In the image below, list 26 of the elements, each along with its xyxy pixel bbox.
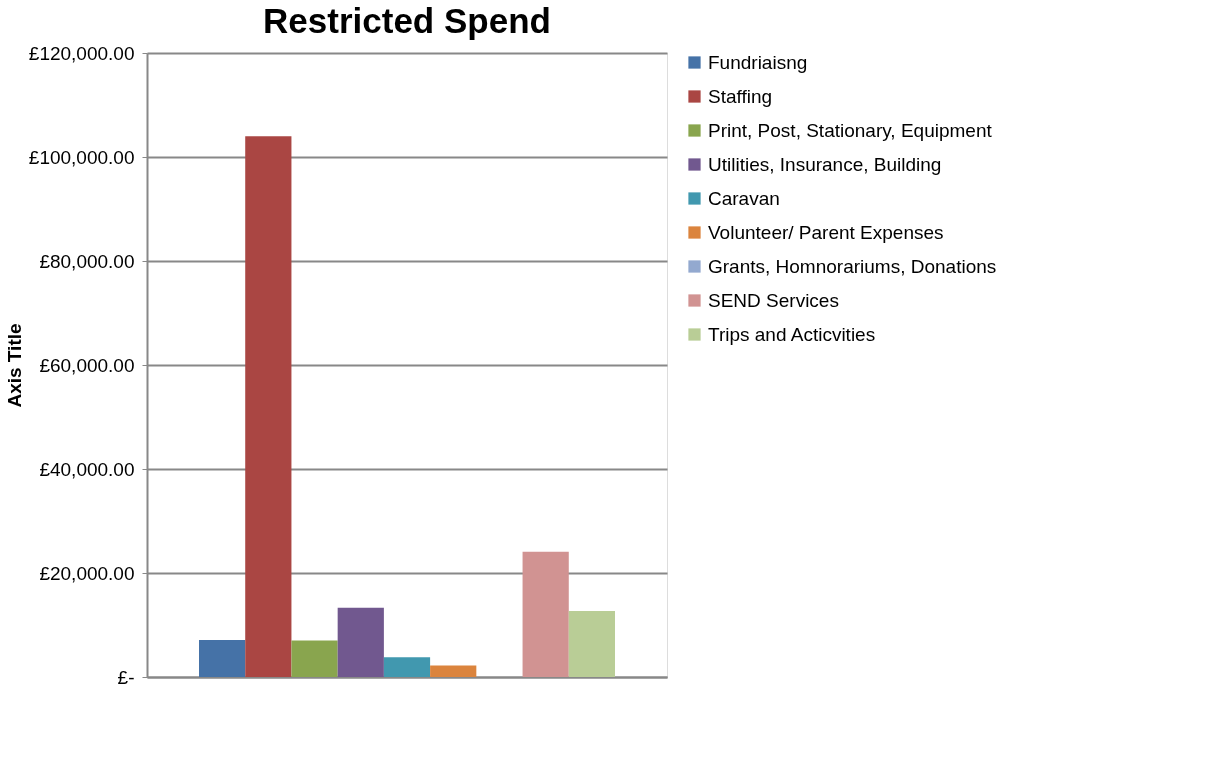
legend-label: Print, Post, Stationary, Equipment xyxy=(708,119,993,141)
legend-label: Trips and Acticvities xyxy=(708,323,876,345)
bar xyxy=(245,136,292,677)
bar xyxy=(383,657,431,677)
legend-label: SEND Services xyxy=(708,289,839,311)
legend-label: Grants, Homnorariums, Donations xyxy=(708,255,997,277)
bar xyxy=(522,551,569,677)
legend-label: Staffing xyxy=(708,85,773,107)
bar xyxy=(430,665,477,677)
legend-label: Fundriaisng xyxy=(708,51,808,73)
bar xyxy=(568,610,615,677)
y-tick-label: £120,000.00 xyxy=(28,42,135,64)
y-tick-label: £20,000.00 xyxy=(39,562,135,584)
legend-label: Caravan xyxy=(708,187,780,209)
y-axis-title: Axis Title xyxy=(3,323,25,408)
legend-label: Utilities, Insurance, Building xyxy=(708,153,942,175)
bar xyxy=(199,640,246,677)
y-tick-label: £40,000.00 xyxy=(39,458,135,480)
y-tick-label: £100,000.00 xyxy=(28,146,135,168)
legend-label: Volunteer/ Parent Expenses xyxy=(708,221,944,243)
y-tick-label: £- xyxy=(117,666,135,688)
y-tick-label: £80,000.00 xyxy=(39,250,135,272)
chart-title: Restricted Spend xyxy=(263,1,551,40)
bar xyxy=(291,640,338,677)
y-tick-label: £60,000.00 xyxy=(39,354,135,376)
bar xyxy=(337,607,384,677)
